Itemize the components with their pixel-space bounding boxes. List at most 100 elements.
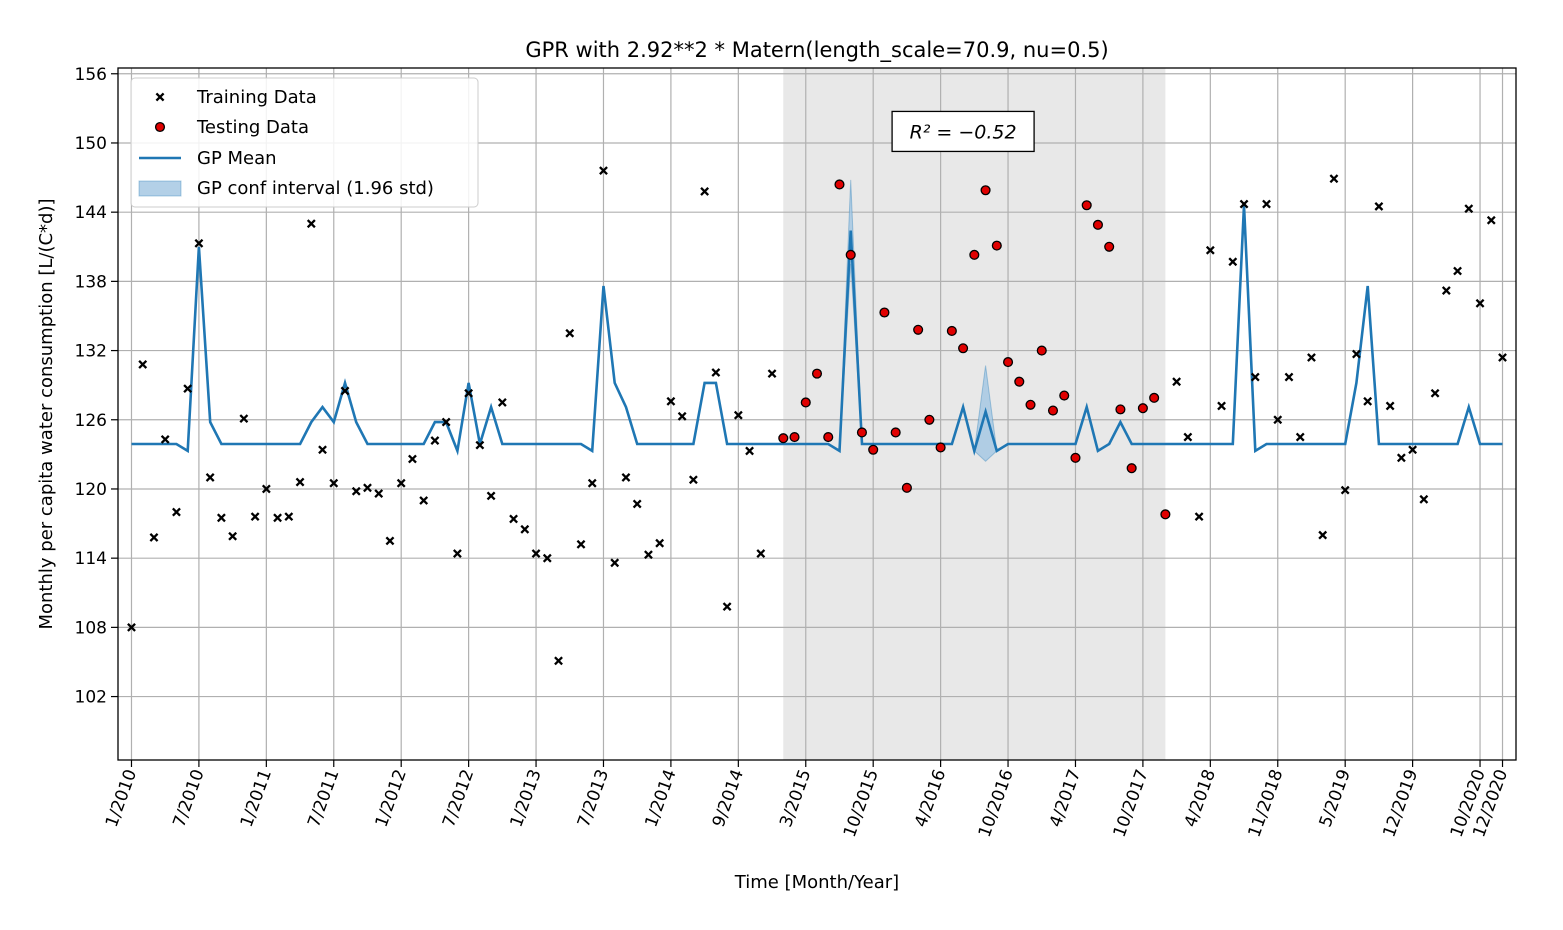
- training-point: [452, 549, 462, 558]
- training-point: [587, 478, 597, 488]
- training-point: [216, 513, 226, 523]
- training-point: [1498, 353, 1507, 362]
- training-point: [363, 483, 372, 493]
- testing-point: [1047, 405, 1059, 416]
- testing-point: [868, 444, 879, 455]
- testing-point: [1137, 403, 1148, 414]
- r2-annotation-box: [891, 110, 1035, 153]
- training-point: [688, 475, 698, 485]
- testing-point: [1115, 404, 1126, 415]
- training-point: [621, 473, 631, 482]
- training-point: [1453, 266, 1462, 276]
- training-point: [655, 538, 665, 548]
- training-point: [531, 549, 541, 558]
- y-tick-label: 150: [75, 134, 107, 154]
- training-point: [160, 434, 170, 444]
- training-point: [542, 553, 552, 563]
- gp-mean-line: [131, 205, 1503, 456]
- testing-point: [1126, 463, 1137, 474]
- y-tick-label: 120: [75, 480, 107, 500]
- training-point: [767, 369, 777, 379]
- testing-point: [1025, 399, 1036, 410]
- testing-point: [1070, 452, 1081, 463]
- testing-point: [811, 368, 823, 379]
- training-point: [261, 484, 271, 494]
- training-point: [228, 531, 238, 541]
- testing-points: [778, 179, 1171, 520]
- y-tick-label: 114: [75, 549, 107, 569]
- testing-point: [845, 249, 856, 260]
- training-point: [1183, 432, 1193, 442]
- testing-point: [980, 185, 991, 196]
- training-point: [430, 436, 440, 445]
- testing-point: [1092, 219, 1103, 230]
- training-point: [172, 507, 181, 517]
- training-point: [374, 489, 384, 498]
- training-point: [632, 499, 642, 509]
- training-point: [1262, 199, 1271, 209]
- y-tick-label: 126: [75, 411, 107, 431]
- training-point: [239, 414, 249, 424]
- testing-point: [879, 307, 890, 318]
- training-point: [149, 532, 159, 542]
- y-axis-label: Monthly per capita water consumption [L/…: [36, 198, 57, 629]
- testing-point: [924, 414, 935, 425]
- testing-point: [778, 433, 789, 444]
- training-point: [711, 368, 721, 377]
- training-point: [1430, 388, 1440, 398]
- y-tick-label: 108: [75, 618, 107, 638]
- y-tick-label: 138: [75, 272, 107, 292]
- testing-point: [1014, 376, 1025, 387]
- training-point: [318, 445, 327, 455]
- testing-point: [823, 432, 834, 443]
- testing-point: [991, 240, 1002, 251]
- testing-point: [946, 325, 957, 337]
- testing-point: [958, 343, 969, 354]
- training-point: [1250, 372, 1260, 382]
- testing-point: [1160, 509, 1171, 520]
- training-point: [733, 410, 743, 420]
- training-point: [475, 440, 485, 450]
- y-tick-label: 156: [75, 65, 107, 85]
- training-point: [599, 166, 608, 176]
- training-point: [329, 478, 339, 488]
- training-points: [127, 166, 1507, 666]
- y-tick-label: 132: [75, 342, 107, 362]
- training-point: [576, 539, 586, 549]
- training-point: [1329, 174, 1339, 184]
- training-point: [464, 388, 474, 398]
- training-point: [408, 454, 417, 464]
- training-point: [1205, 245, 1215, 255]
- training-point: [1396, 453, 1406, 463]
- legend-marker-testing: [154, 121, 166, 133]
- training-point: [250, 512, 260, 522]
- plot-area: [118, 68, 1516, 760]
- legend-label: Testing Data: [196, 117, 309, 138]
- legend-label: Training Data: [196, 87, 317, 108]
- training-point: [1307, 353, 1316, 362]
- testing-point: [789, 432, 800, 443]
- training-point: [1464, 204, 1474, 214]
- test-region-shade: [783, 68, 1166, 760]
- training-point: [1408, 445, 1418, 455]
- training-point: [205, 473, 215, 482]
- training-point: [284, 512, 294, 522]
- training-point: [295, 477, 305, 487]
- training-point: [1239, 199, 1249, 209]
- training-point: [1385, 401, 1395, 411]
- training-point: [756, 549, 766, 558]
- testing-point: [834, 179, 845, 190]
- training-point: [273, 513, 282, 523]
- legend-box: [130, 77, 479, 208]
- training-point: [1295, 432, 1305, 442]
- legend-label: GP Mean: [197, 148, 277, 169]
- training-point: [745, 446, 754, 456]
- y-tick-label: 102: [75, 688, 107, 708]
- training-point: [1352, 349, 1361, 359]
- r2-annotation: R² = −0.52: [891, 110, 1035, 153]
- training-point: [1374, 201, 1384, 211]
- training-point: [1172, 377, 1182, 387]
- training-point: [127, 622, 136, 632]
- training-point: [1363, 396, 1373, 406]
